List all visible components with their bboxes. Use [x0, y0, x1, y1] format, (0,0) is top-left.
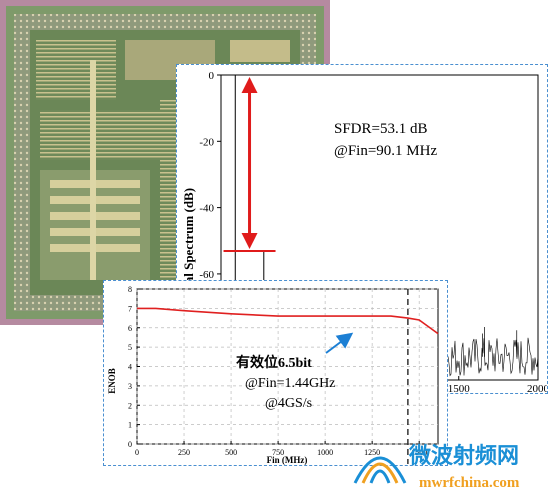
enob-x-tick-label: 500	[225, 448, 237, 457]
spectrum-y-tick-label: -40	[199, 203, 214, 215]
enob-y-tick-label: 3	[128, 382, 132, 391]
sfdr-arrow-head-top	[241, 77, 258, 93]
enob-y-tick-label: 4	[128, 363, 132, 372]
enob-y-tick-label: 2	[128, 401, 132, 410]
spectrum-y-axis-label: gnal Spectrum (dB)	[181, 188, 196, 297]
spectrum-x-tick-label: 1500	[448, 383, 471, 393]
spectrum-y-tick-label: -60	[199, 269, 214, 281]
enob-x-tick-label: 0	[135, 448, 139, 457]
enob-pointer-arrow	[325, 332, 354, 354]
enob-chart: 0 1 2 3 4 5 6 7 8 0 250 500 750 1000 1250 1500 有效位6.5b…	[107, 285, 439, 465]
spectrum-y-tick-label: 0	[209, 70, 215, 82]
watermark-logo: 微波射频网 mwrfchina.com	[353, 443, 520, 491]
watermark-title: 微波射频网	[408, 443, 519, 468]
enob-annotation-line1: 有效位6.5bit	[236, 354, 312, 371]
spectrum-y-tick-label: -20	[199, 136, 214, 148]
sfdr-annotation-line1: SFDR=53.1 dB	[334, 121, 428, 137]
enob-panel: 0 1 2 3 4 5 6 7 8 0 250 500 750 1000 1250 1500 有效位6.5b…	[103, 280, 448, 466]
enob-x-tick-label: 1500	[411, 448, 427, 457]
enob-x-tick-label: 250	[178, 448, 190, 457]
sfdr-arrow-head-bottom	[241, 233, 258, 250]
enob-y-axis-label: ENOB	[107, 368, 117, 394]
enob-y-tick-label: 0	[128, 440, 132, 449]
spectrum-x-tick-label: 2000	[527, 383, 547, 393]
watermark-url: mwrfchina.com	[419, 475, 520, 491]
enob-y-tick-label: 1	[128, 421, 132, 430]
sfdr-annotation-line2: @Fin=90.1 MHz	[334, 143, 437, 159]
enob-x-tick-label: 1250	[364, 448, 380, 457]
enob-annotation-line3: @4GS/s	[265, 396, 312, 411]
enob-x-axis-label: Fin (MHz)	[267, 455, 308, 465]
enob-y-tick-label: 6	[128, 324, 132, 333]
enob-series-line	[137, 307, 439, 335]
enob-annotation-line2: @Fin=1.44GHz	[245, 376, 335, 391]
watermark-emblem	[353, 456, 407, 484]
enob-x-tick-label: 1000	[317, 448, 333, 457]
enob-x-tick-label: 750	[272, 448, 284, 457]
enob-y-tick-label: 5	[128, 343, 132, 352]
enob-y-tick-label: 8	[128, 285, 132, 294]
enob-y-tick-label: 7	[128, 304, 132, 313]
